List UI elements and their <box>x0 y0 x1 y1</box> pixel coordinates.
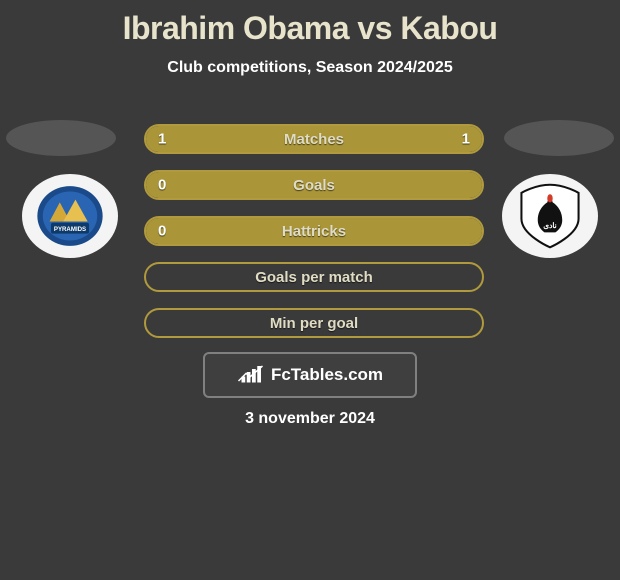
stat-row-hattricks: 0 Hattricks <box>144 216 484 246</box>
stat-bar: Goals per match <box>144 262 484 292</box>
stat-bar: 0 Goals <box>144 170 484 200</box>
stat-label: Goals per match <box>255 269 373 286</box>
chart-icon <box>237 364 267 386</box>
stat-label: Goals <box>293 177 335 194</box>
enppi-logo-icon: نادى <box>512 182 588 250</box>
stat-value-left: 1 <box>158 131 166 148</box>
brand-badge: FcTables.com <box>203 352 417 398</box>
stat-value-left: 0 <box>158 223 166 240</box>
page-subtitle: Club competitions, Season 2024/2025 <box>0 59 620 77</box>
brand-text: FcTables.com <box>271 365 383 385</box>
stat-label: Hattricks <box>282 223 346 240</box>
stat-row-matches: 1 Matches 1 <box>144 124 484 154</box>
stat-label: Matches <box>284 131 344 148</box>
svg-text:PYRAMIDS: PYRAMIDS <box>54 226 86 233</box>
player-photo-placeholder-right <box>504 120 614 156</box>
page-title: Ibrahim Obama vs Kabou <box>0 0 620 47</box>
club-badge-right: نادى <box>502 174 598 258</box>
snapshot-date: 3 november 2024 <box>0 410 620 428</box>
stat-row-goals: 0 Goals <box>144 170 484 200</box>
stat-value-left: 0 <box>158 177 166 194</box>
stat-label: Min per goal <box>270 315 358 332</box>
stat-row-gpm: Goals per match <box>144 262 484 292</box>
stat-row-mpg: Min per goal <box>144 308 484 338</box>
svg-text:نادى: نادى <box>543 221 557 230</box>
pyramids-logo-icon: PYRAMIDS <box>32 182 108 250</box>
stat-bar: 0 Hattricks <box>144 216 484 246</box>
stat-value-right: 1 <box>462 131 470 148</box>
club-badge-left: PYRAMIDS <box>22 174 118 258</box>
stat-bar: Min per goal <box>144 308 484 338</box>
stat-bar: 1 Matches 1 <box>144 124 484 154</box>
player-photo-placeholder-left <box>6 120 116 156</box>
